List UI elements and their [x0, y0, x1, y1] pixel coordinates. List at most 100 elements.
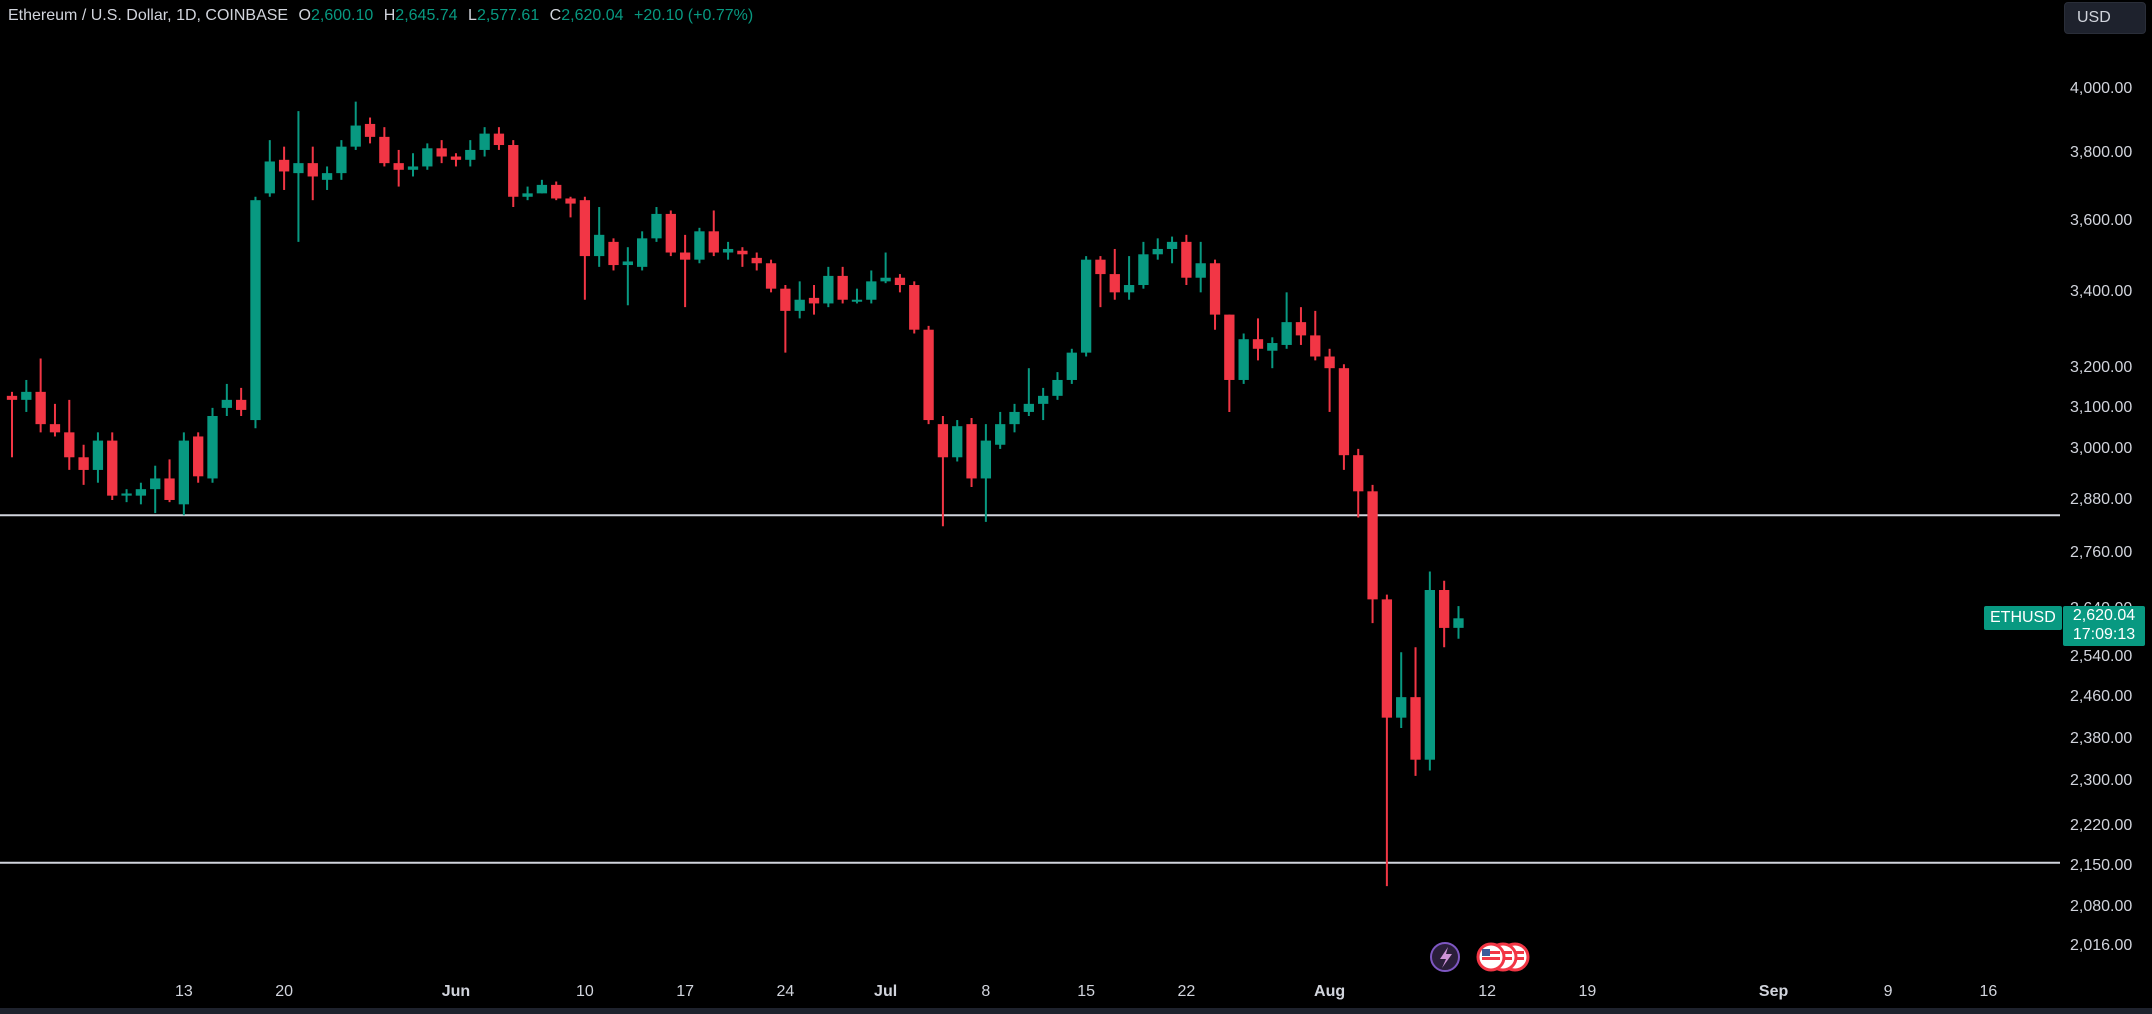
candle[interactable] — [193, 432, 204, 483]
candle[interactable] — [1310, 310, 1321, 361]
candle[interactable] — [1166, 236, 1178, 264]
candle[interactable] — [1252, 318, 1264, 361]
candle[interactable] — [722, 241, 734, 260]
candle[interactable] — [207, 407, 218, 483]
candle[interactable] — [694, 227, 705, 264]
candle[interactable] — [1295, 307, 1307, 345]
candle[interactable] — [737, 247, 748, 267]
candle[interactable] — [107, 432, 118, 500]
candle[interactable] — [622, 247, 633, 306]
candle[interactable] — [264, 140, 275, 197]
candle[interactable] — [150, 465, 161, 514]
candle[interactable] — [393, 149, 404, 187]
candle[interactable] — [1138, 241, 1149, 289]
candle[interactable] — [64, 399, 75, 470]
candle[interactable] — [679, 234, 691, 308]
candle[interactable] — [1080, 256, 1092, 357]
candle[interactable] — [1009, 403, 1020, 433]
candle[interactable] — [1281, 292, 1292, 349]
candle[interactable] — [651, 207, 662, 242]
candle[interactable] — [92, 432, 104, 483]
candle[interactable] — [336, 140, 347, 180]
candle[interactable] — [278, 146, 290, 190]
candle[interactable] — [450, 153, 462, 167]
candle[interactable] — [364, 117, 376, 144]
candle[interactable] — [508, 140, 519, 208]
candle[interactable] — [1123, 256, 1135, 300]
candle[interactable] — [608, 238, 619, 271]
candle[interactable] — [293, 111, 304, 242]
candle[interactable] — [665, 210, 676, 257]
candle[interactable] — [536, 179, 548, 194]
candle[interactable] — [1195, 241, 1206, 293]
candle[interactable] — [565, 196, 576, 218]
candle[interactable] — [493, 127, 505, 150]
candle[interactable] — [1052, 372, 1063, 400]
candle[interactable] — [1238, 333, 1249, 384]
bottom-scrollbar[interactable] — [0, 1008, 2152, 1014]
candle[interactable] — [436, 140, 447, 164]
candle[interactable] — [465, 140, 476, 167]
candle[interactable] — [1338, 364, 1350, 470]
candle[interactable] — [851, 288, 863, 304]
candle[interactable] — [135, 482, 147, 505]
candle[interactable] — [837, 266, 848, 304]
candle[interactable] — [221, 383, 232, 416]
legend-symbol[interactable]: Ethereum / U.S. Dollar, 1D, COINBASE — [8, 7, 289, 24]
candle[interactable] — [765, 259, 777, 293]
candle[interactable] — [966, 418, 977, 488]
candle[interactable] — [866, 270, 877, 304]
candle[interactable] — [708, 210, 719, 257]
candle[interactable] — [379, 127, 390, 167]
candle[interactable] — [923, 325, 934, 425]
candle[interactable] — [1439, 580, 1450, 648]
candle[interactable] — [980, 424, 992, 522]
candle[interactable] — [751, 252, 762, 271]
candle[interactable] — [1367, 484, 1378, 624]
candle[interactable] — [164, 459, 175, 503]
candle[interactable] — [636, 231, 648, 271]
candle[interactable] — [823, 266, 834, 308]
candle[interactable] — [1396, 652, 1407, 729]
candle[interactable] — [479, 127, 490, 157]
candle[interactable] — [49, 403, 61, 437]
candle[interactable] — [1267, 337, 1278, 369]
candle[interactable] — [1410, 647, 1421, 776]
candle[interactable] — [407, 153, 419, 177]
candle[interactable] — [1038, 387, 1049, 421]
currency-button[interactable]: USD — [2064, 2, 2146, 34]
candle[interactable] — [952, 420, 963, 462]
candle[interactable] — [579, 196, 591, 300]
candle[interactable] — [780, 285, 791, 353]
candle[interactable] — [1453, 606, 1464, 639]
candle[interactable] — [21, 379, 32, 412]
candle[interactable] — [995, 411, 1006, 449]
candle[interactable] — [1109, 248, 1120, 300]
candle[interactable] — [1095, 256, 1106, 308]
candle[interactable] — [178, 432, 190, 516]
candle[interactable] — [1324, 348, 1335, 412]
candle[interactable] — [321, 166, 333, 190]
candle[interactable] — [1023, 368, 1034, 416]
candle[interactable] — [1152, 238, 1163, 260]
candle[interactable] — [808, 285, 820, 315]
candle[interactable] — [35, 358, 46, 433]
candle[interactable] — [1181, 234, 1192, 286]
candle[interactable] — [937, 415, 949, 527]
candle[interactable] — [522, 186, 533, 201]
candle[interactable] — [6, 391, 18, 458]
candle[interactable] — [1381, 594, 1393, 887]
candle[interactable] — [551, 181, 562, 201]
candle[interactable] — [1353, 448, 1364, 518]
us-flag-event-icon[interactable] — [1476, 942, 1506, 972]
candle[interactable] — [880, 252, 891, 284]
candle[interactable] — [250, 196, 261, 429]
candle[interactable] — [121, 489, 132, 503]
candle[interactable] — [1066, 348, 1077, 384]
candle[interactable] — [350, 101, 361, 150]
candle[interactable] — [909, 281, 920, 334]
candle[interactable] — [1424, 571, 1436, 771]
lightning-event-icon[interactable] — [1430, 942, 1460, 972]
event-markers[interactable] — [1430, 942, 1530, 972]
